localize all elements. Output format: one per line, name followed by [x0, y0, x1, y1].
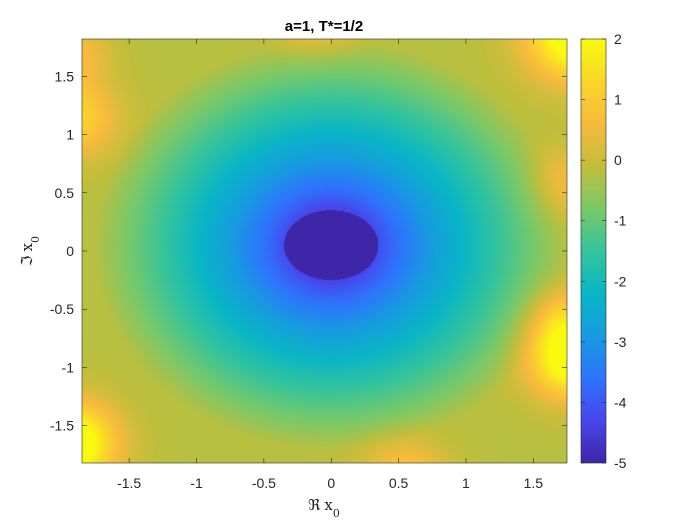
colorbar-frame	[580, 38, 607, 464]
heatmap-plot-area	[81, 38, 568, 464]
y-label-sub: 0	[29, 236, 42, 243]
x-tick-label: -1.5	[117, 475, 141, 491]
y-tick-label: 1.5	[55, 68, 75, 84]
x-tick-label: 0.5	[389, 475, 409, 491]
y-tick-label: -0.5	[50, 301, 74, 317]
x-tick-label: 0	[327, 475, 335, 491]
y-label-var: x	[18, 243, 36, 252]
x-tick-label: -1	[190, 475, 203, 491]
x-label-var: x	[324, 496, 333, 514]
y-tick-label: 0	[66, 243, 74, 259]
x-tick-label: 1	[462, 475, 470, 491]
colorbar-tick-label: -4	[614, 394, 627, 410]
colorbar-canvas	[581, 39, 606, 463]
colorbar-tick-label: 1	[614, 92, 622, 108]
x-tick-label: 1.5	[524, 475, 544, 491]
y-axis-label: ℑx0	[18, 236, 42, 266]
x-axis-ticks: -1.5 -1 -0.5 0 0.5 1 1.5	[117, 39, 543, 491]
colorbar-ticks: -5 -4 -3 -2 -1 0 1 2	[581, 31, 627, 471]
heatmap-canvas	[82, 39, 567, 463]
colorbar-tick-label: -3	[614, 334, 627, 350]
colorbar-tick-label: -2	[614, 273, 627, 289]
x-label-symbol: ℜ	[308, 496, 321, 514]
y-axis-ticks: -1.5 -1 -0.5 0 0.5 1 1.5	[50, 68, 567, 434]
x-label-sub: 0	[333, 507, 340, 520]
y-tick-label: -1.5	[50, 418, 74, 434]
colorbar-tick-label: 0	[614, 152, 622, 168]
y-label-symbol: ℑ	[18, 256, 36, 266]
colorbar-tick-label: -1	[614, 213, 627, 229]
x-tick-label: -0.5	[252, 475, 276, 491]
y-tick-label: -1	[62, 359, 75, 375]
y-tick-label: 1	[66, 127, 74, 143]
colorbar-tick-label: 2	[614, 31, 622, 47]
chart-title: a=1, T*=1/2	[285, 18, 363, 35]
y-tick-label: 0.5	[55, 185, 75, 201]
colorbar-tick-label: -5	[614, 455, 627, 471]
colorbar: -5 -4 -3 -2 -1 0 1 2	[580, 31, 627, 471]
